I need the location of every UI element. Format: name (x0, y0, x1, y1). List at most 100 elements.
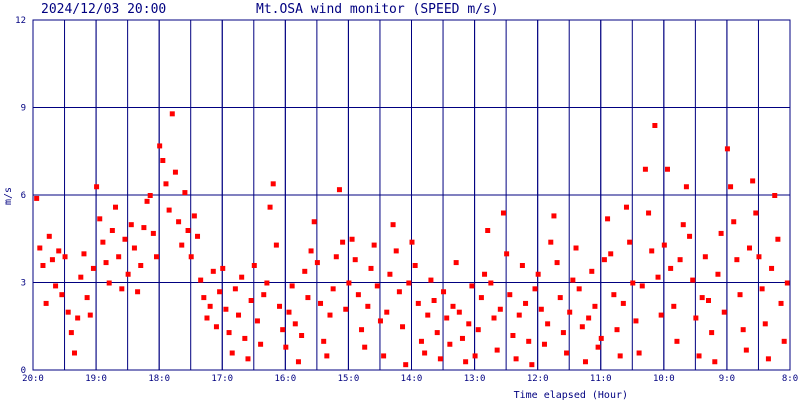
x-tick-label: 12:0 (527, 374, 549, 384)
data-point (627, 239, 633, 245)
data-point (135, 289, 141, 295)
data-point (630, 280, 636, 286)
data-point (362, 344, 368, 350)
data-point (311, 219, 317, 225)
data-point (201, 295, 207, 301)
data-point (567, 309, 573, 315)
data-point (633, 318, 639, 324)
x-tick-label: 17:0 (211, 374, 233, 384)
data-point (374, 283, 380, 289)
data-point (160, 158, 166, 163)
data-point (355, 292, 361, 298)
data-point (157, 143, 163, 149)
data-point (431, 298, 437, 303)
data-point (150, 230, 156, 236)
data-point (497, 306, 503, 312)
data-point (340, 239, 346, 245)
data-point (166, 207, 172, 213)
data-point (428, 277, 434, 283)
x-tick-label: 19:0 (85, 374, 107, 384)
data-point (305, 295, 311, 301)
y-tick-label: 6 (21, 191, 26, 201)
data-point (671, 303, 677, 309)
data-point (59, 292, 65, 298)
data-point (422, 350, 428, 356)
data-point (652, 123, 658, 128)
x-tick-label: 18:0 (148, 374, 170, 384)
data-point (617, 353, 623, 359)
data-point (400, 324, 406, 330)
data-point (728, 184, 734, 190)
data-point (229, 350, 235, 356)
data-point (62, 254, 68, 260)
data-point (649, 248, 655, 254)
data-point (381, 353, 387, 359)
data-point (122, 236, 128, 242)
data-point (53, 283, 59, 289)
data-point (217, 289, 223, 295)
data-point (336, 187, 342, 193)
data-point (109, 228, 115, 233)
data-point (781, 338, 787, 344)
data-point (687, 233, 693, 239)
data-point (365, 303, 371, 309)
data-point (236, 312, 242, 318)
data-point (718, 230, 724, 236)
data-point (264, 280, 270, 286)
data-point (87, 312, 93, 318)
data-point (715, 271, 721, 277)
data-point (441, 289, 447, 295)
data-point (40, 263, 46, 268)
data-point (270, 181, 276, 187)
data-point (84, 295, 90, 301)
data-point (702, 254, 708, 260)
data-point (532, 286, 538, 292)
chart-title: Mt.OSA wind monitor (SPEED m/s) (256, 2, 499, 17)
data-point (125, 271, 131, 277)
data-point (254, 318, 260, 324)
data-point (409, 239, 415, 245)
data-point (485, 228, 491, 233)
data-point (295, 359, 301, 365)
data-point (548, 239, 554, 245)
data-point (302, 268, 308, 274)
data-point (349, 236, 355, 242)
x-tick-labels: 20:0 19:0 18:0 17:0 16:0 15:0 14:0 13:0 12:0 11:0… (22, 374, 798, 384)
data-point (450, 303, 456, 309)
data-point (128, 222, 134, 228)
data-point (34, 195, 40, 201)
x-axis-label: Time elapsed (Hour) (514, 390, 628, 400)
data-point (56, 248, 62, 254)
data-point (664, 166, 670, 172)
data-point (131, 245, 137, 251)
data-point (579, 324, 585, 330)
data-point (188, 254, 194, 260)
data-point (605, 216, 611, 222)
data-point (778, 300, 784, 306)
data-point (100, 239, 106, 245)
grid-lines (32, 19, 791, 371)
x-tick-label: 14:0 (401, 374, 423, 384)
data-point (425, 312, 431, 318)
data-point (611, 292, 617, 298)
data-point (239, 274, 245, 280)
data-point (387, 271, 393, 277)
data-point (318, 300, 324, 306)
timestamp-label: 2024/12/03 20:00 (41, 2, 166, 17)
data-point (586, 315, 592, 321)
data-point (277, 303, 283, 309)
data-point (737, 292, 743, 298)
data-point (469, 283, 475, 289)
data-point (551, 213, 557, 219)
data-point (769, 265, 775, 271)
data-point (330, 286, 336, 292)
data-point (289, 283, 295, 289)
data-point (570, 277, 576, 283)
data-point (220, 265, 226, 271)
data-point (368, 265, 374, 271)
data-point (327, 312, 333, 318)
data-point (535, 271, 541, 277)
data-point (712, 359, 718, 365)
data-point (592, 303, 598, 309)
data-point (564, 350, 570, 356)
